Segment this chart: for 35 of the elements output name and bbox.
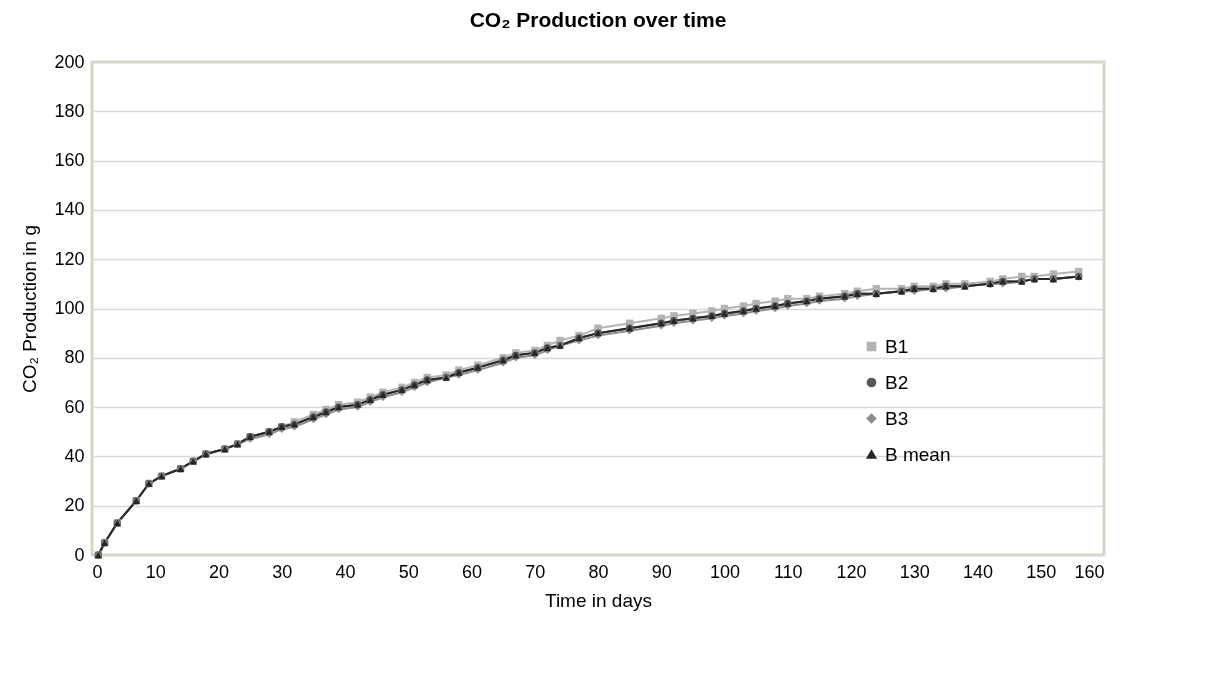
- legend-label: B1: [885, 335, 909, 357]
- y-tick-label: 80: [64, 347, 85, 368]
- x-tick-label: 150: [1026, 561, 1057, 582]
- x-tick-label: 30: [272, 561, 293, 582]
- x-tick-label: 140: [962, 561, 994, 582]
- x-tick-label: 120: [836, 561, 867, 582]
- y-axis-title: CO₂ Production in g: [19, 225, 41, 393]
- y-tick-label: 0: [74, 544, 85, 565]
- legend-label: B2: [885, 371, 909, 393]
- y-tick-label: 100: [54, 298, 85, 318]
- y-tick-label: 140: [54, 199, 85, 220]
- x-axis-title: Time in days: [545, 589, 652, 611]
- x-tick-label: 20: [208, 561, 230, 582]
- x-tick-label: 160: [1074, 561, 1105, 582]
- x-tick-label: 10: [145, 561, 166, 582]
- x-tick-label: 80: [588, 561, 609, 582]
- x-tick-label: 0: [92, 561, 103, 582]
- chart-title: CO₂ Production over time: [469, 8, 727, 31]
- x-tick-label: 90: [651, 561, 672, 582]
- x-tick-label: 100: [709, 561, 741, 582]
- y-tick-label: 180: [54, 100, 85, 121]
- x-tick-label: 60: [461, 561, 483, 582]
- y-tick-label: 20: [64, 495, 85, 516]
- x-tick-label: 130: [899, 561, 930, 582]
- y-tick-label: 60: [64, 396, 85, 417]
- legend-label: B3: [885, 407, 909, 429]
- y-tick-label: 40: [64, 445, 85, 466]
- x-tick-label: 70: [525, 561, 546, 582]
- y-tick-label: 120: [54, 248, 85, 269]
- y-tick-label: 160: [54, 150, 85, 171]
- x-tick-label: 40: [335, 561, 356, 582]
- x-tick-label: 110: [773, 561, 803, 582]
- y-tick-label: 200: [54, 51, 85, 72]
- x-tick-label: 50: [398, 561, 419, 582]
- legend-label: B mean: [885, 443, 951, 465]
